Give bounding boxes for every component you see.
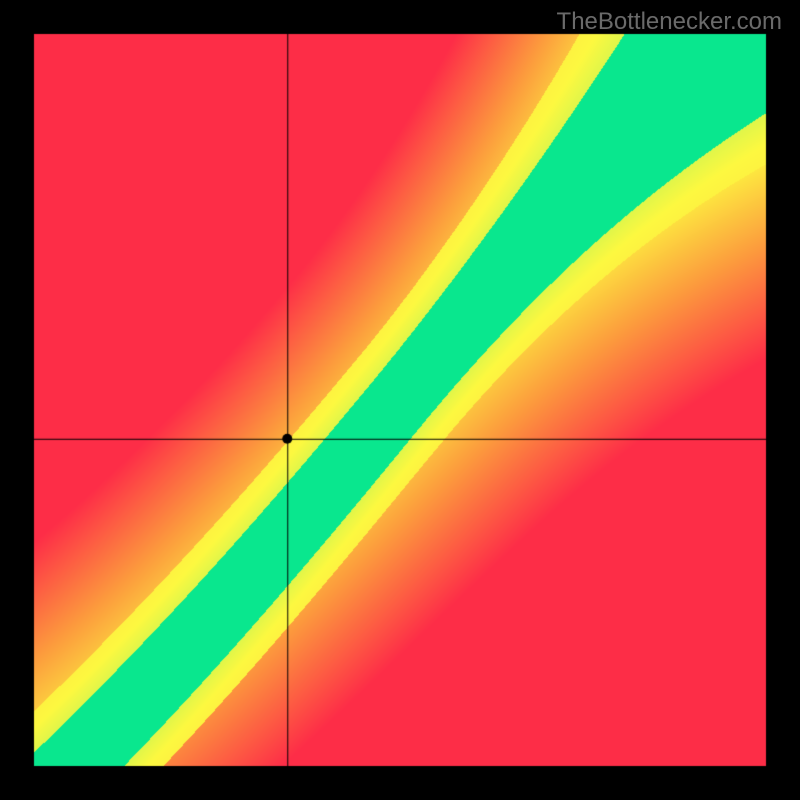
bottleneck-heatmap bbox=[0, 0, 800, 800]
watermark-text: TheBottlenecker.com bbox=[557, 8, 782, 36]
chart-container: TheBottlenecker.com bbox=[0, 0, 800, 800]
